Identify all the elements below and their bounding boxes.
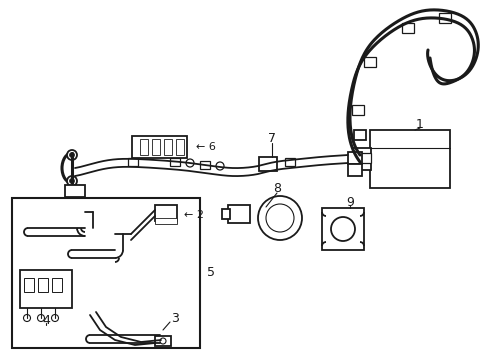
Text: ← 2: ← 2 <box>183 210 203 220</box>
Bar <box>353 130 365 140</box>
Text: ← 6: ← 6 <box>196 142 215 152</box>
Bar <box>369 130 449 188</box>
Circle shape <box>38 315 44 321</box>
Bar <box>38 278 48 292</box>
Bar <box>176 139 183 155</box>
Circle shape <box>330 217 354 241</box>
Text: 9: 9 <box>346 195 353 208</box>
Bar <box>155 218 177 224</box>
Bar <box>200 161 209 169</box>
Bar <box>132 136 186 158</box>
Circle shape <box>51 315 59 321</box>
Bar <box>12 198 200 348</box>
Circle shape <box>258 196 302 240</box>
Text: 3: 3 <box>171 311 179 324</box>
Text: 5: 5 <box>206 266 215 279</box>
Bar <box>155 205 177 221</box>
Bar <box>222 209 229 219</box>
Circle shape <box>265 204 293 232</box>
Bar <box>358 153 370 163</box>
Circle shape <box>67 150 77 160</box>
Bar <box>155 336 171 346</box>
Bar <box>128 158 138 166</box>
Bar <box>259 157 276 171</box>
Text: 8: 8 <box>272 181 281 194</box>
Circle shape <box>185 159 194 167</box>
Circle shape <box>160 338 165 344</box>
Circle shape <box>69 179 74 184</box>
Text: 7: 7 <box>267 131 275 144</box>
Circle shape <box>216 162 224 170</box>
Text: 4: 4 <box>42 314 50 327</box>
Circle shape <box>69 153 74 158</box>
Bar <box>170 158 180 166</box>
Bar <box>52 278 62 292</box>
Text: 1: 1 <box>415 117 423 131</box>
Bar <box>152 139 160 155</box>
Bar <box>227 205 249 223</box>
Bar <box>20 270 72 308</box>
Bar <box>285 158 294 166</box>
Bar <box>140 139 148 155</box>
Bar <box>347 152 361 164</box>
Bar <box>347 164 361 176</box>
Circle shape <box>23 315 30 321</box>
Circle shape <box>67 176 77 186</box>
Bar <box>65 185 85 197</box>
Bar <box>263 161 272 169</box>
Bar <box>438 13 450 23</box>
Bar <box>351 105 363 115</box>
Bar <box>363 57 375 67</box>
Bar <box>321 208 363 250</box>
Bar <box>163 139 172 155</box>
Bar <box>24 278 34 292</box>
Bar <box>401 23 413 33</box>
Bar <box>352 148 370 170</box>
